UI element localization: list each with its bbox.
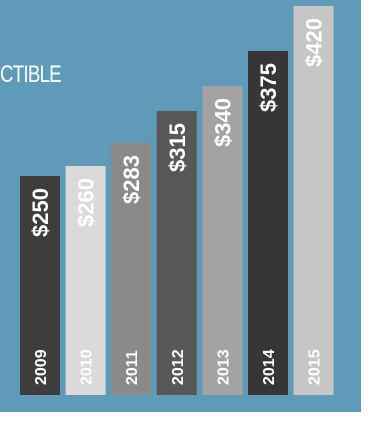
bar-2010 (65, 166, 106, 395)
value-label-2011: $283 (119, 155, 144, 204)
value-label-2010: $260 (74, 178, 99, 227)
bar-2012 (156, 111, 197, 395)
value-label-2012: $315 (165, 123, 190, 172)
chart-panel: $250 2009 $260 2010 $283 2011 $315 2012 $340 2013… (0, 0, 361, 412)
value-label-2015: $420 (302, 18, 327, 67)
value-label-2014: $375 (256, 63, 281, 112)
bar-2014 (248, 51, 288, 395)
tick-label-2012: 2012 (170, 349, 187, 385)
bar-2013 (202, 86, 243, 395)
bars-group: $250 2009 $260 2010 $283 2011 $315 2012 $340 2013… (20, 6, 334, 395)
tick-label-2015: 2015 (307, 349, 324, 385)
tick-label-2014: 2014 (261, 349, 278, 385)
tick-label-2013: 2013 (215, 349, 232, 385)
tick-label-2011: 2011 (124, 350, 141, 385)
bar-2015 (293, 6, 334, 395)
bar-chart: $250 2009 $260 2010 $283 2011 $315 2012 $340 2013… (0, 0, 361, 412)
tick-label-2010: 2010 (79, 349, 96, 385)
chart-title: CTIBLE (0, 61, 62, 88)
value-label-2009: $250 (28, 188, 53, 237)
bar-2011 (111, 143, 152, 395)
tick-label-2009: 2009 (33, 349, 50, 385)
bar-2009 (20, 176, 60, 395)
value-label-2013: $340 (210, 98, 235, 147)
